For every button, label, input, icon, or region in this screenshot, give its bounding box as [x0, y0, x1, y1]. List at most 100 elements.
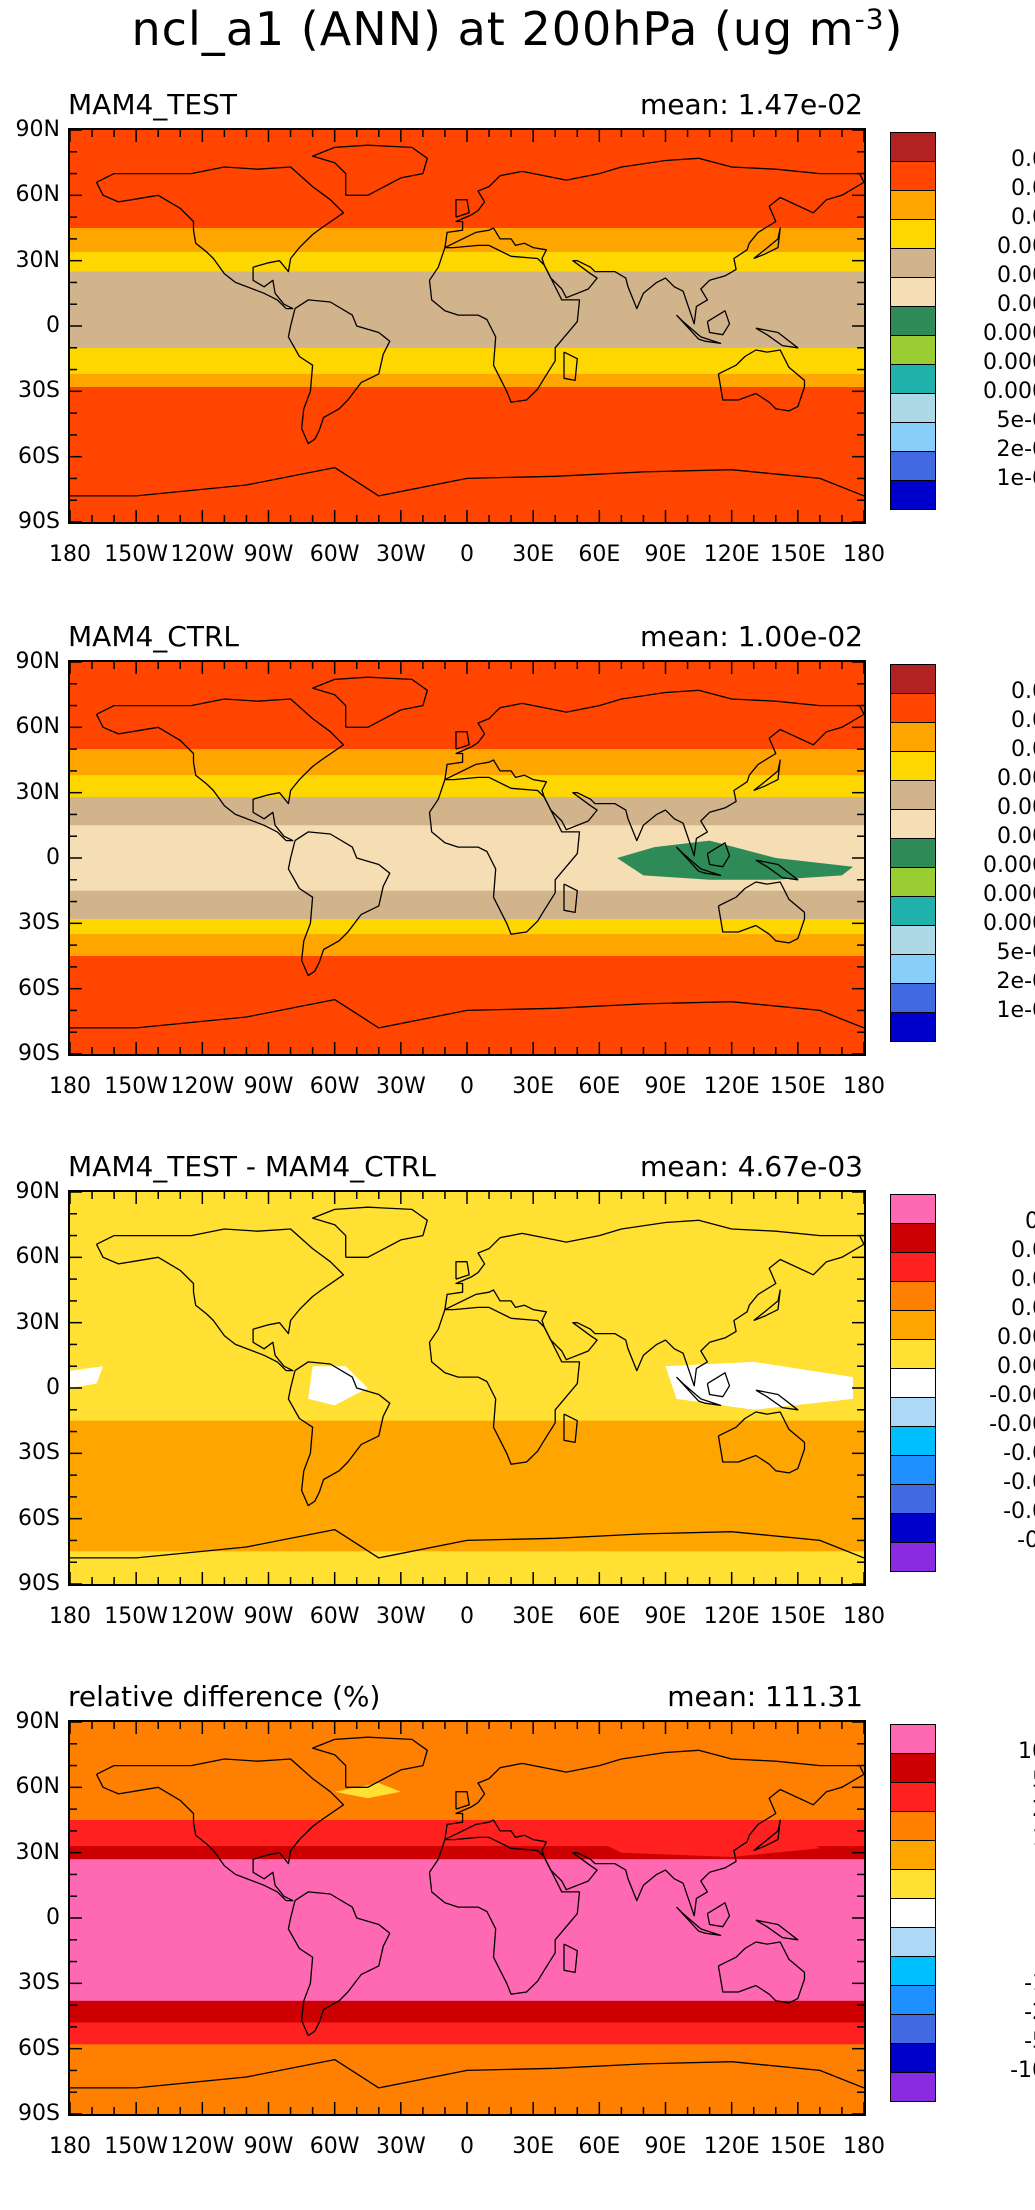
colorbar-swatch: [890, 664, 936, 694]
panel-mean: mean: 1.47e-02: [639, 88, 863, 121]
colorbar-label: 0.0001: [983, 379, 1035, 404]
colorbar-swatch: [890, 132, 936, 162]
lon-tick-label: 60W: [309, 2134, 360, 2159]
panel-mean: mean: 111.31: [667, 1680, 863, 1713]
colorbar-swatch: [890, 722, 936, 752]
lat-tick-label: 90S: [18, 2101, 60, 2126]
coastline: [428, 776, 581, 935]
panel-title: relative difference (%): [68, 1680, 381, 1713]
colorbar-label: 0.002: [997, 1354, 1035, 1379]
colorbar-swatch: [890, 393, 936, 423]
colorbar-swatch: [890, 1310, 936, 1340]
lat-tick-label: 60S: [18, 1505, 60, 1531]
contour-patch: [334, 1783, 401, 1799]
lon-tick-label: 30W: [375, 1074, 426, 1099]
map-plot-area: [68, 660, 866, 1056]
coastline: [455, 199, 470, 218]
colorbar-label: 5e-05: [996, 940, 1035, 965]
colorbar-label: -0.05: [1003, 1499, 1035, 1524]
colorbar-swatch: [890, 780, 936, 810]
colorbar-label: -0.1: [1017, 1528, 1035, 1553]
lon-tick-label: 30E: [512, 1074, 555, 1099]
colorbar-label: 5e-05: [996, 408, 1035, 433]
colorbar-swatch: [890, 1281, 936, 1311]
colorbar-swatch: [890, 809, 936, 839]
contour-band: [70, 919, 864, 935]
coastline: [287, 1891, 391, 2037]
colorbar-label: 0.005: [997, 766, 1035, 791]
colorbar-label: 0.01: [1011, 1296, 1035, 1321]
contour-band: [70, 890, 864, 920]
coastline: [311, 676, 428, 728]
coastline: [753, 1289, 781, 1322]
contour-patch: [617, 840, 853, 880]
colorbar-label: 2e-05: [996, 969, 1035, 994]
coastline: [287, 299, 391, 445]
colorbar-label: 5: [950, 1855, 1035, 1880]
colorbar-label: 0.0005: [983, 321, 1035, 346]
lat-tick-label: 90N: [15, 1709, 60, 1734]
lat-tick-label: 30N: [15, 779, 60, 805]
contour-band: [70, 271, 864, 349]
colorbar-label: 0.0005: [983, 853, 1035, 878]
colorbar-swatch: [890, 693, 936, 723]
colorbar-label: 1e-05: [996, 998, 1035, 1023]
contour-band: [70, 252, 864, 273]
lon-tick-label: 120E: [703, 542, 760, 567]
lon-tick-label: 30W: [375, 542, 426, 567]
colorbar-swatch: [890, 1898, 936, 1928]
lat-tick-label: 30S: [18, 910, 60, 936]
lat-tick-label: 90S: [18, 509, 60, 534]
colorbar-label: 100: [1018, 1739, 1035, 1764]
colorbar-label: 0.005: [997, 1325, 1035, 1350]
colorbar-label: -20: [1024, 2000, 1035, 2025]
lon-tick-label: 180: [843, 1604, 885, 1629]
contour-band: [70, 2022, 864, 2045]
lon-tick-label: 150W: [104, 542, 169, 567]
coastline: [706, 310, 731, 336]
contour-patch: [665, 1361, 853, 1410]
lat-tick-label: 0: [46, 313, 60, 338]
contour-band: [70, 956, 864, 1054]
lat-tick-label: 90S: [18, 1571, 60, 1596]
map-plot-area: [68, 1190, 866, 1586]
colorbar-swatch: [890, 925, 936, 955]
colorbar-label: 2: [950, 1884, 1035, 1909]
colorbar-label: 0.02: [1011, 1267, 1035, 1292]
colorbar-label: 20: [950, 1797, 1035, 1822]
lat-tick-label: 30S: [18, 1440, 60, 1466]
coastline: [311, 1206, 428, 1258]
colorbar-swatch: [890, 1724, 936, 1754]
coastline: [676, 1376, 722, 1407]
colorbar-swatch: [890, 190, 936, 220]
panel-title: MAM4_TEST: [68, 88, 237, 121]
lon-tick-label: 60E: [578, 1604, 621, 1629]
colorbar-swatch: [890, 1455, 936, 1485]
colorbar-label: 0.05: [1011, 1238, 1035, 1263]
lon-tick-label: 90W: [243, 1074, 294, 1099]
lon-tick-label: 0: [460, 1074, 474, 1099]
coastlines: [70, 1736, 864, 2089]
map-svg: [70, 662, 864, 1054]
lon-tick-label: 180: [843, 2134, 885, 2159]
lon-tick-label: 150E: [769, 542, 826, 567]
colorbar-swatch: [890, 983, 936, 1013]
contour-band: [70, 934, 864, 957]
coastline: [676, 314, 722, 345]
lat-tick-label: 60S: [18, 2035, 60, 2061]
map-panel-test: MAM4_TEST mean: 1.47e-02 90N 60N 30N 0 30S 60S 9…: [0, 88, 1035, 618]
coastline: [455, 1791, 470, 1810]
colorbar-swatch: [890, 1368, 936, 1398]
colorbar-swatch: [890, 277, 936, 307]
lon-tick-label: 180: [843, 1074, 885, 1099]
map-panel-diff: MAM4_TEST - MAM4_CTRL mean: 4.67e-03 90N 60…: [0, 1150, 1035, 1680]
lon-tick-label: 90W: [243, 1604, 294, 1629]
lon-tick-label: 90W: [243, 542, 294, 567]
coastline: [753, 227, 781, 260]
lat-tick-label: 90N: [15, 117, 60, 142]
coastline: [717, 1411, 806, 1474]
coastline: [717, 1941, 806, 2004]
coastline: [755, 327, 799, 349]
lon-tick-label: 30E: [512, 542, 555, 567]
coastline: [70, 466, 864, 497]
